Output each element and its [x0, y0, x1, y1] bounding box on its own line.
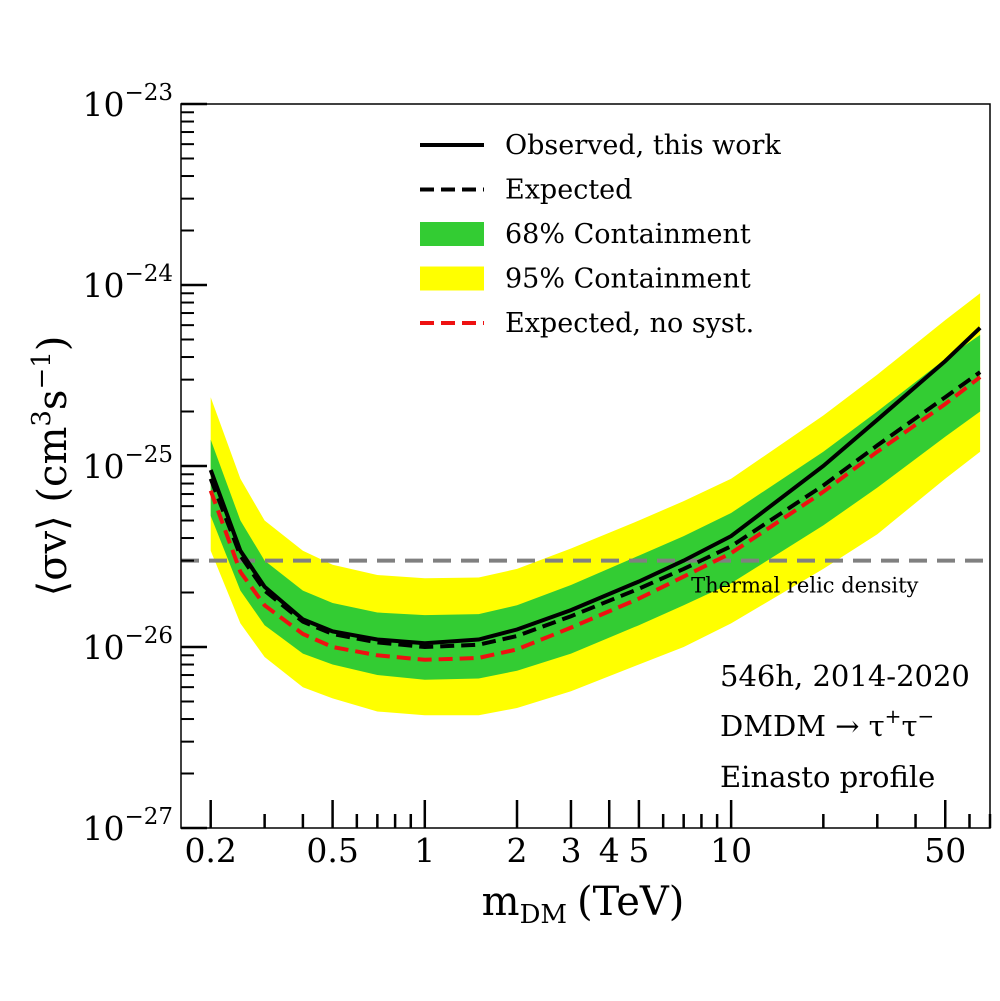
- y-tick-label: 10−24: [82, 261, 173, 305]
- legend-label-68-containment: 68% Containment: [505, 219, 751, 250]
- series-lines: [208, 326, 982, 662]
- x-tick-label: 2: [507, 831, 528, 870]
- x-tick-label: 10: [710, 831, 752, 870]
- x-tick-label: 3: [560, 831, 581, 870]
- band-68-containment: [210, 334, 981, 680]
- y-tick-label: 10−25: [82, 442, 173, 486]
- y-axis-title: ⟨σv⟩ (cm3s−1): [27, 336, 76, 597]
- x-tick-label: 50: [924, 831, 966, 870]
- legend-label-expected-no-syst: Expected, no syst.: [505, 308, 754, 339]
- x-tick-label: 0.5: [306, 831, 358, 870]
- x-tick-label: 1: [414, 831, 435, 870]
- legend-label-expected: Expected: [505, 175, 632, 206]
- annotations: 546h, 2014-2020 DMDM → τ+τ− Einasto profil…: [720, 659, 970, 794]
- y-tick-label: 10−27: [82, 804, 173, 848]
- y-tick-label: 10−26: [82, 623, 173, 667]
- x-tick-label: 5: [628, 831, 649, 870]
- axis-ticks: 10−27 10−26 10−25 10−24 10−23 0.2 0.5 1 2 3 4 5 10 50: [82, 80, 992, 870]
- x-tick-label: 4: [599, 831, 620, 870]
- series-expected-no-syst: [208, 375, 982, 662]
- legend-label-observed-this-work: Observed, this work: [505, 130, 781, 161]
- y-tick-label: 10−23: [82, 80, 173, 124]
- annotation-line-2: DMDM → τ+τ−: [720, 704, 934, 743]
- containment-bands: [210, 293, 981, 716]
- annotation-line-1: 546h, 2014-2020: [720, 659, 970, 693]
- legend: Observed, this work Expected 68% Containme…: [420, 130, 781, 339]
- annotation-line-3: Einasto profile: [720, 760, 935, 794]
- legend-label-95-containment: 95% Containment: [505, 264, 751, 295]
- band-95-containment: [210, 293, 981, 716]
- legend-swatch-95-containment: [420, 266, 484, 291]
- x-tick-label: 0.2: [184, 831, 236, 870]
- thermal-relic-label: Thermal relic density: [691, 574, 918, 598]
- series-expected: [208, 370, 982, 650]
- series-observed-this-work: [208, 326, 982, 646]
- thermal-relic-line-group: Thermal relic density: [181, 558, 990, 598]
- x-axis-title: mDM (TeV): [482, 879, 685, 930]
- legend-swatch-68-containment: [420, 222, 484, 246]
